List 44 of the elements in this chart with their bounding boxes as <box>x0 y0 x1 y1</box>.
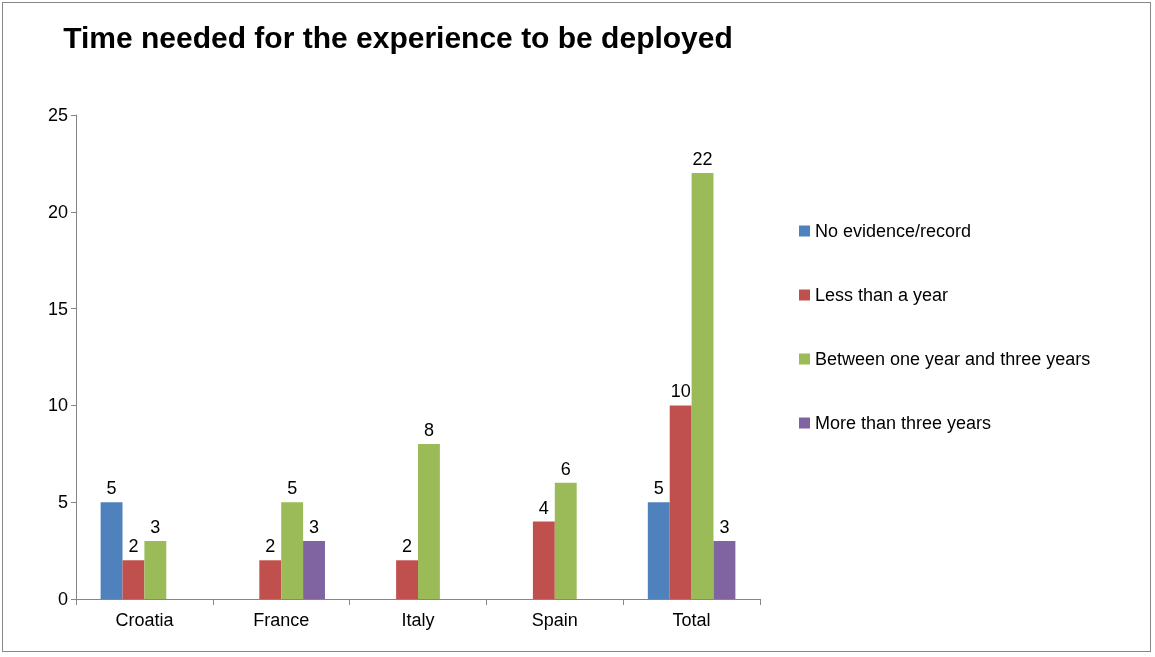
legend-label: Less than a year <box>815 285 949 305</box>
bar <box>100 502 123 599</box>
bar <box>122 560 145 599</box>
bar <box>259 560 282 599</box>
legend-label: Between one year and three years <box>815 349 1091 369</box>
y-tick-label: 20 <box>47 201 68 222</box>
bar <box>303 540 325 599</box>
data-label: 5 <box>653 478 664 499</box>
x-tick-label: Croatia <box>115 610 175 630</box>
bar <box>554 482 577 599</box>
x-tick-label: Spain <box>531 610 578 630</box>
bar <box>713 540 736 599</box>
data-label: 22 <box>692 149 713 170</box>
data-label: 5 <box>106 478 117 499</box>
y-tick-label: 5 <box>57 492 68 513</box>
chart-title: Time needed for the experience to be deployed <box>63 20 733 54</box>
y-tick-label: 25 <box>47 105 68 125</box>
data-label: 2 <box>128 536 139 557</box>
legend-label: No evidence/record <box>815 221 972 241</box>
bar <box>396 560 418 599</box>
x-tick-label: Total <box>672 610 711 630</box>
bar <box>669 405 692 599</box>
y-tick-label: 10 <box>47 395 68 416</box>
x-tick-label: France <box>253 610 310 630</box>
bar <box>418 444 440 599</box>
data-label: 5 <box>287 478 298 499</box>
bar <box>144 540 167 599</box>
x-tick-label: Italy <box>401 610 435 630</box>
data-label: 10 <box>670 381 691 402</box>
bar <box>281 502 304 599</box>
data-label: 8 <box>423 420 434 441</box>
data-label: 3 <box>309 516 320 537</box>
data-label: 2 <box>265 536 276 557</box>
legend-label: More than three years <box>815 413 992 433</box>
data-label: 6 <box>560 458 571 479</box>
bar <box>647 502 670 599</box>
y-tick-label: 0 <box>57 589 68 609</box>
bar <box>532 521 555 599</box>
bar <box>691 173 714 599</box>
data-label: 2 <box>402 536 413 557</box>
y-tick-label: 15 <box>47 298 68 319</box>
data-label: 4 <box>538 497 549 518</box>
data-label: 3 <box>150 516 161 537</box>
data-label: 3 <box>719 516 730 537</box>
